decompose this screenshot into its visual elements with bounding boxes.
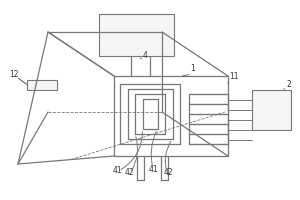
Bar: [27, 80, 57, 90]
Text: 42: 42: [164, 168, 173, 177]
Text: 1: 1: [190, 64, 195, 73]
Bar: [99, 14, 174, 56]
Text: 41: 41: [148, 165, 158, 174]
Text: 11: 11: [230, 72, 239, 81]
Text: 12: 12: [9, 70, 19, 79]
Text: 42: 42: [124, 168, 134, 177]
Text: 2: 2: [286, 80, 291, 89]
Bar: [252, 90, 291, 130]
Text: 41: 41: [112, 166, 122, 175]
Text: 4: 4: [142, 51, 147, 60]
